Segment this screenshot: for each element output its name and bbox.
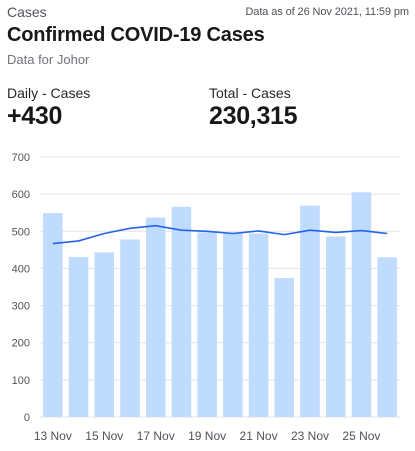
daily-cases-stat: Daily - Cases +430 — [7, 85, 90, 131]
y-tick-label: 700 — [12, 152, 30, 164]
bar-23-nov[interactable] — [300, 205, 320, 417]
data-as-of-timestamp: Data as of 26 Nov 2021, 11:59 pm — [245, 6, 409, 18]
bar-15-nov[interactable] — [94, 252, 115, 417]
total-cases-stat: Total - Cases 230,315 — [209, 85, 298, 131]
bar-19-nov[interactable] — [197, 232, 217, 417]
bar-22-nov[interactable] — [274, 278, 295, 417]
bar-25-nov[interactable] — [351, 192, 372, 417]
bar-18-nov[interactable] — [171, 206, 192, 417]
bar-13-nov[interactable] — [43, 213, 63, 417]
page-title: Confirmed COVID-19 Cases — [7, 24, 265, 46]
x-tick-label: 13 Nov — [34, 429, 72, 443]
y-tick-label: 600 — [12, 189, 30, 201]
x-tick-label: 17 Nov — [137, 429, 175, 443]
x-tick-label: 15 Nov — [85, 429, 123, 443]
x-tick-label: 21 Nov — [240, 429, 278, 443]
x-tick-label: 25 Nov — [342, 429, 380, 443]
bar-16-nov[interactable] — [120, 239, 140, 417]
daily-cases-label: Daily - Cases — [7, 85, 91, 101]
total-cases-value: 230,315 — [209, 102, 298, 130]
daily-cases-value: +430 — [7, 102, 63, 130]
x-tick-label: 23 Nov — [291, 429, 329, 443]
y-tick-label: 100 — [12, 375, 30, 387]
y-tick-label: 500 — [12, 226, 30, 238]
header-top-row: Cases Data as of 26 Nov 2021, 11:59 pm — [7, 4, 409, 22]
bar-20-nov[interactable] — [223, 232, 243, 417]
y-tick-label: 300 — [12, 301, 30, 313]
bar-17-nov[interactable] — [145, 217, 166, 417]
bar-24-nov[interactable] — [325, 236, 346, 417]
average-line — [52, 224, 388, 245]
section-eyebrow: Cases — [7, 4, 47, 20]
bar-14-nov[interactable] — [68, 256, 89, 417]
y-tick-label: 0 — [24, 412, 30, 424]
cases-bar-chart[interactable]: 0 100 200 300 400 500 600 700 13 Nov 15 Nov 17 Nov… — [0, 145, 415, 451]
bar-21-nov[interactable] — [248, 233, 269, 417]
y-tick-label: 400 — [12, 263, 30, 275]
x-tick-label: 19 Nov — [188, 429, 226, 443]
bar-26-nov[interactable] — [377, 257, 397, 417]
y-tick-label: 200 — [12, 338, 30, 350]
page-subtitle: Data for Johor — [7, 52, 90, 67]
total-cases-label: Total - Cases — [209, 85, 291, 101]
